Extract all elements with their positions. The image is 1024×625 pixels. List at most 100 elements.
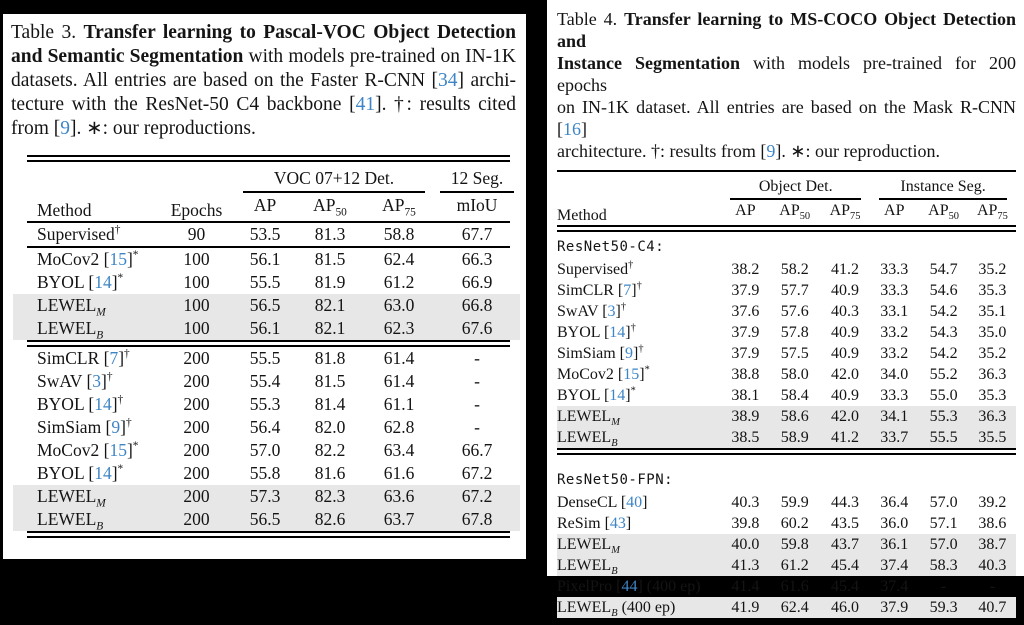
citation-link[interactable]: 3	[92, 371, 102, 391]
citation-link[interactable]: 9	[60, 118, 71, 139]
citation-link[interactable]: 7	[623, 282, 632, 299]
citation-link[interactable]: 7	[109, 348, 119, 368]
value-cell: 38.8	[731, 366, 760, 383]
citation-link[interactable]: 40	[626, 494, 643, 511]
table-rule	[557, 225, 1016, 232]
table-rule	[13, 155, 520, 162]
table-row: SimSiam [9]† 200 56.4 82.0 62.8 -	[13, 416, 520, 439]
table-rule	[557, 170, 1016, 172]
epochs-cell: 200	[183, 417, 210, 437]
col-header-metric: AP	[253, 195, 277, 215]
value-cell: -	[940, 578, 947, 595]
table-rule	[13, 340, 520, 347]
citation-link[interactable]: 14	[609, 387, 626, 404]
citation-link[interactable]: 15	[109, 249, 127, 269]
value-cell: 33.1	[880, 303, 909, 320]
citation-link[interactable]: 14	[94, 394, 112, 414]
citation-link[interactable]: 3	[607, 303, 616, 320]
method-cell: SwAV [3]†	[557, 301, 627, 320]
citation-link[interactable]: 41	[355, 94, 376, 115]
method-cell: SwAV [3]†	[37, 371, 113, 391]
citation-link[interactable]: 43	[609, 515, 626, 532]
value-cell: 57.5	[780, 345, 809, 362]
value-cell: 62.4	[383, 249, 415, 269]
citation-link[interactable]: 9	[111, 417, 121, 437]
value-cell: 58.6	[769, 406, 820, 427]
value-cell: 40.9	[831, 282, 859, 299]
table-rule	[13, 531, 520, 538]
citation-link[interactable]: 14	[609, 324, 626, 341]
method-cell: MoCov2 [15]*	[37, 249, 139, 269]
value-cell: 54.2	[929, 345, 958, 362]
value-cell: 46.0	[819, 597, 871, 618]
table-row: LEWELB 38.5 58.9 41.2 33.7 55.5 35.5	[557, 427, 1016, 449]
citation-link[interactable]: 15	[109, 440, 127, 460]
citation-link[interactable]: 14	[94, 272, 112, 292]
value-cell: 55.5	[249, 272, 281, 292]
table-row: LEWELB (400 ep) 41.9 62.4 46.0 37.9 59.3 40.7	[557, 597, 1016, 619]
table-row: LEWELM 200 57.3 82.3 63.6 67.2	[13, 485, 520, 509]
subheader-row: AP AP50 AP75 AP AP50 AP75	[557, 200, 1016, 225]
epochs-cell: 200	[183, 371, 210, 391]
value-cell: 41.2	[819, 427, 871, 448]
value-cell: 58.2	[780, 261, 809, 278]
table3-panel: Table 3. Transfer learning to Pascal-VOC…	[0, 11, 529, 562]
value-cell: 42.0	[831, 366, 859, 383]
value-cell: 57.3	[234, 485, 296, 508]
value-cell: 82.6	[296, 508, 364, 531]
table3: Method Epochs VOC 07+12 Det. 12 Seg. AP AP50 A…	[13, 155, 520, 538]
citation-link[interactable]: 44	[621, 578, 638, 595]
value-cell: 57.7	[780, 282, 809, 299]
col-header-method: Method	[557, 207, 607, 224]
caption-line: architecture. †: results from [9]. ∗: ou…	[557, 141, 940, 161]
method-cell: SimSiam [9]†	[557, 343, 644, 362]
value-cell: 40.9	[831, 345, 859, 362]
table-row: SimCLR [7]† 37.9 57.7 40.9 33.3 54.6 35.3	[557, 280, 1016, 301]
method-cell: BYOL [14]*	[37, 272, 124, 292]
table-row: DenseCL [40] 40.3 59.9 44.3 36.4 57.0 39.2	[557, 492, 1016, 513]
table4-caption: Table 4. Transfer learning to MS-COCO Ob…	[557, 8, 1016, 162]
method-cell: DenseCL [40]	[557, 494, 648, 511]
value-cell: 66.3	[461, 249, 493, 269]
value-cell: 82.0	[314, 417, 346, 437]
value-cell: 33.3	[880, 282, 909, 299]
value-cell: 58.8	[383, 224, 415, 244]
citation-link[interactable]: 34	[438, 70, 458, 91]
value-cell: 55.4	[249, 371, 281, 391]
value-cell: 53.5	[249, 224, 281, 244]
value-cell: -	[474, 348, 480, 368]
value-cell: 59.3	[918, 597, 969, 618]
table4: Method Object Det. Instance Seg. AP AP50 AP75…	[557, 170, 1016, 625]
table-row: BYOL [14]* 100 55.5 81.9 61.2 66.9	[13, 271, 520, 294]
epochs-cell: 200	[183, 440, 210, 460]
col-header-metric: AP75	[382, 195, 416, 219]
value-cell: 81.9	[314, 272, 346, 292]
table-row: SimSiam [9]† 37.9 57.5 40.9 33.2 54.2 35.2	[557, 343, 1016, 364]
citation-link[interactable]: 9	[625, 345, 634, 362]
value-cell: 57.8	[780, 324, 809, 341]
method-cell: LEWELB	[557, 555, 722, 577]
citation-link[interactable]: 9	[766, 141, 776, 161]
method-cell: SimCLR [7]†	[37, 348, 130, 368]
method-cell: Supervised†	[37, 224, 121, 244]
col-header-metric: AP	[884, 202, 905, 219]
citation-link[interactable]: 15	[623, 366, 640, 383]
caption-line: and Semantic Segmentation with models pr…	[11, 46, 516, 67]
value-cell: 54.7	[929, 261, 958, 278]
table-row: BYOL [14]* 38.1 58.4 40.9 33.3 55.0 35.3	[557, 385, 1016, 406]
value-cell: 56.5	[234, 294, 296, 317]
value-cell: 35.2	[978, 345, 1007, 362]
value-cell: 37.9	[731, 324, 760, 341]
value-cell: 37.9	[731, 345, 760, 362]
epochs-cell: 200	[159, 508, 234, 531]
value-cell: 40.3	[968, 555, 1016, 576]
table-rule	[13, 246, 520, 248]
citation-link[interactable]: 16	[563, 119, 581, 139]
value-cell: 57.6	[780, 303, 809, 320]
citation-link[interactable]: 14	[94, 463, 112, 483]
method-cell: BYOL [14]*	[557, 385, 636, 404]
col-group-detection: Object Det.	[721, 172, 870, 200]
value-cell: 40.7	[968, 597, 1016, 618]
value-cell: 61.4	[383, 371, 415, 391]
